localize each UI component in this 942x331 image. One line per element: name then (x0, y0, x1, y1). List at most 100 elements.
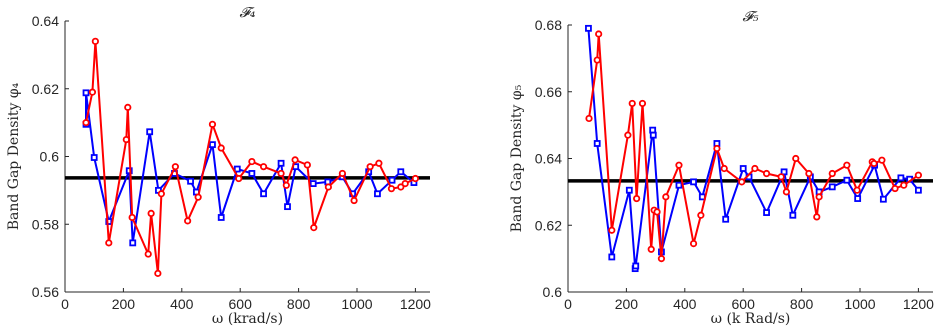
data-point-circle (720, 164, 728, 173)
data-point-circle (282, 181, 290, 189)
data-point-square (608, 253, 616, 261)
data-point-square (789, 211, 797, 219)
data-point-square (879, 195, 887, 203)
data-point-circle (657, 255, 666, 263)
data-point-circle (82, 119, 90, 127)
data-point-square (690, 178, 697, 186)
data-point-circle (122, 135, 130, 144)
data-point-circle (638, 99, 647, 108)
data-point-circle (248, 157, 256, 166)
y-tick-label: 0.64 (535, 151, 562, 167)
data-point-circle (387, 185, 396, 193)
data-point-square (828, 183, 836, 191)
data-point-circle (350, 196, 358, 205)
data-point-square (763, 209, 770, 216)
x-axis-label: ω (krad/s) (212, 311, 283, 327)
data-point-circle (689, 240, 698, 248)
data-point-circle (397, 183, 405, 191)
y-tick-label: 0.58 (32, 216, 59, 232)
data-point-circle (171, 163, 179, 171)
data-point-square (146, 128, 154, 136)
series-line-square (587, 28, 920, 270)
y-tick-label: 0.68 (535, 17, 562, 33)
data-point-circle (208, 120, 217, 128)
data-point-circle (633, 194, 641, 203)
data-point-circle (124, 103, 132, 111)
data-point-circle (291, 156, 299, 164)
series-line-circle (588, 33, 919, 260)
data-point-square (897, 174, 905, 182)
y-tick-label: 0.62 (32, 81, 59, 97)
chart-panel-f4: 0 200 400 600 800 1000 1200 0.56 0.58 0.6 0.62 0.64… (6, 5, 431, 327)
data-point-square (593, 140, 601, 147)
data-point-circle (624, 131, 632, 139)
data-point-circle (88, 88, 97, 96)
data-point-square (780, 168, 788, 176)
data-point-circle (154, 269, 162, 277)
data-point-circle (900, 181, 908, 189)
data-point-circle (217, 144, 225, 152)
data-point-square (915, 186, 922, 194)
data-point-square (129, 239, 137, 247)
x-tick-label: 200 (615, 296, 639, 312)
data-point-square (233, 165, 241, 173)
data-point-circle (310, 224, 318, 232)
data-point-square (90, 154, 98, 161)
data-point-circle (653, 208, 661, 216)
data-point-circle (751, 164, 759, 173)
data-point-square (284, 203, 291, 211)
data-point-square (217, 214, 225, 221)
data-point-circle (144, 250, 152, 258)
x-tick-label: 400 (673, 296, 697, 312)
data-point-circle (777, 173, 785, 181)
data-point-square (649, 131, 657, 139)
y-axis-label: Band Gap Density φ₄ (6, 82, 22, 230)
data-point-circle (235, 174, 243, 183)
data-point-circle (375, 159, 383, 167)
y-axis-label: Band Gap Density φ₅ (509, 84, 525, 232)
data-point-circle (608, 226, 616, 234)
data-point-circle (303, 161, 311, 169)
data-point-circle (914, 171, 923, 179)
data-point-square (374, 190, 381, 198)
y-tick-label: 0.64 (32, 13, 59, 29)
data-point-square (675, 181, 683, 189)
data-point-circle (411, 174, 419, 183)
y-tick-label: 0.62 (535, 217, 562, 233)
data-point-circle (259, 163, 268, 171)
data-point-square (105, 218, 113, 225)
data-point-circle (853, 186, 861, 194)
data-point-circle (593, 56, 601, 64)
data-point-circle (697, 211, 705, 219)
data-point-square (277, 159, 285, 167)
data-point-square (625, 186, 633, 194)
chart-title: 𝓕₅ (743, 9, 759, 25)
data-point-circle (91, 37, 99, 45)
data-point-circle (128, 213, 136, 222)
data-point-circle (277, 169, 285, 178)
data-point-square (209, 141, 216, 149)
data-point-square (248, 170, 256, 177)
chart-panel-f5: 0 200 400 600 800 1000 1200 0.6 0.62 0.64 0.66 0.68… (509, 9, 934, 327)
data-point-circle (157, 190, 165, 198)
data-point-circle (870, 159, 878, 168)
data-point-circle (338, 169, 346, 178)
y-tick-label: 0.6 (543, 284, 563, 300)
data-point-circle (324, 183, 332, 191)
data-point-square (739, 165, 747, 172)
data-point-square (260, 190, 267, 198)
data-point-circle (713, 144, 721, 153)
x-tick-label: 800 (287, 296, 311, 312)
data-point-circle (401, 180, 409, 188)
data-point-circle (843, 161, 851, 169)
x-tick-label: 1200 (903, 296, 934, 312)
y-tick-label: 0.66 (535, 84, 562, 100)
x-tick-label: 0 (61, 296, 69, 312)
chart-title: 𝓕₄ (240, 5, 256, 21)
data-point-square (187, 177, 194, 185)
x-axis-label: ω (k Rad/s) (711, 311, 791, 327)
data-point-circle (366, 163, 374, 171)
data-point-square (632, 262, 640, 270)
data-point-square (843, 176, 851, 184)
